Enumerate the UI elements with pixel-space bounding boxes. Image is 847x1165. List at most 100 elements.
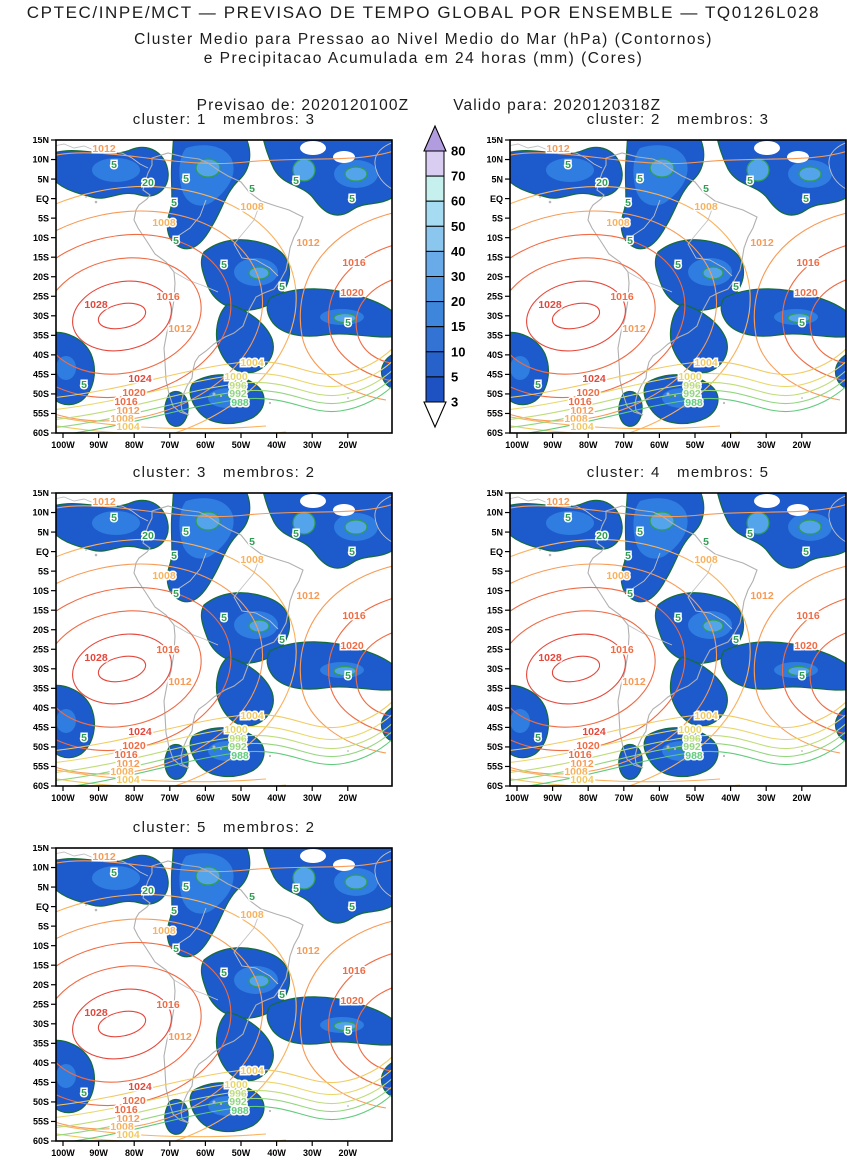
lon-tick-label: 50W — [232, 793, 251, 803]
precipitation-colorbar: 80 70 60 50 40 30 20 15 10 5 3 — [423, 124, 465, 429]
lon-tick-label: 40W — [267, 1148, 286, 1158]
contour-label: 1012 — [168, 323, 192, 335]
lat-tick-label: 40S — [487, 350, 503, 360]
lon-tick-label: 80W — [125, 793, 144, 803]
lat-tick-label: 25S — [487, 644, 503, 654]
contour-label: 5 — [173, 235, 179, 247]
panel-title-3: cluster: 3 membros: 2 — [132, 464, 316, 481]
lat-tick-label: 50S — [33, 1097, 49, 1107]
contour-label: 5 — [625, 550, 631, 562]
lon-tick-label: 60W — [650, 440, 669, 450]
contour-label: 1028 — [538, 652, 562, 664]
contour-label: 1008 — [110, 766, 134, 778]
contour-label: 5 — [293, 175, 299, 187]
contour-label: 5 — [627, 588, 633, 600]
contour-label: 5 — [183, 881, 189, 893]
contour-label: 1012 — [92, 851, 116, 863]
contour-label: 1024 — [128, 726, 152, 738]
contour-label: 5 — [803, 546, 809, 558]
colorbar-level-label: 70 — [451, 169, 465, 184]
lat-tick-label: 15N — [486, 490, 503, 498]
lon-tick-label: 40W — [267, 440, 286, 450]
lon-tick-label: 70W — [161, 440, 180, 450]
contour-label: 5 — [183, 173, 189, 185]
contour-label: 5 — [535, 379, 541, 391]
lat-tick-label: 40S — [487, 703, 503, 713]
lat-tick-label: 50S — [33, 742, 49, 752]
lon-tick-label: 50W — [232, 440, 251, 450]
lon-tick-label: 30W — [757, 793, 776, 803]
contour-label: 5 — [349, 193, 355, 205]
lon-tick-label: 20W — [339, 440, 358, 450]
lat-tick-label: EQ — [36, 194, 49, 204]
lat-tick-label: 5N — [37, 174, 49, 184]
contour-label: 996 — [683, 733, 701, 745]
lon-tick-label: 30W — [303, 1148, 322, 1158]
contour-label: 5 — [293, 528, 299, 540]
contour-label: 5 — [675, 259, 681, 271]
contour-label: 20 — [142, 177, 154, 189]
contour-label: 1016 — [342, 610, 366, 622]
contour-label: 1004 — [240, 357, 264, 369]
panel-title-2: cluster: 2 membros: 3 — [586, 111, 770, 128]
contour-label: 1016 — [114, 396, 138, 408]
contour-label: 1016 — [796, 257, 820, 269]
lon-tick-label: 80W — [579, 793, 598, 803]
lat-tick-label: 10S — [33, 586, 49, 596]
cluster-panel-3: cluster: 3 membros: 2 1012 5 20 5 5 5 5 5 1008 10… — [16, 464, 398, 803]
contour-label: 1012 — [296, 590, 320, 602]
lon-tick-label: 20W — [339, 793, 358, 803]
contour-label: 1020 — [340, 995, 364, 1007]
contour-label: 5 — [803, 193, 809, 205]
contour-label: 5 — [249, 536, 255, 548]
south-america-coastline — [133, 152, 304, 416]
lat-tick-label: 5N — [37, 527, 49, 537]
lon-tick-label: 50W — [686, 440, 705, 450]
lat-tick-label: 45S — [33, 370, 49, 380]
lat-tick-label: 60S — [33, 781, 49, 791]
lon-tick-label: 70W — [161, 793, 180, 803]
contour-label: 996 — [229, 380, 247, 392]
contour-label: 1020 — [122, 387, 146, 399]
lon-tick-label: 60W — [650, 793, 669, 803]
contour-label: 1012 — [296, 237, 320, 249]
contour-label: 5 — [637, 173, 643, 185]
contour-label: 1004 — [116, 1129, 140, 1141]
lon-tick-label: 100W — [51, 1148, 75, 1158]
lat-tick-label: 30S — [487, 311, 503, 321]
contour-label: 1016 — [156, 644, 180, 656]
contour-label: 1008 — [240, 201, 264, 213]
lon-tick-label: 20W — [339, 1148, 358, 1158]
contour-label: 5 — [703, 536, 709, 548]
contour-label: 1012 — [116, 758, 140, 770]
contour-label: 988 — [231, 750, 249, 762]
contour-label: 1012 — [570, 758, 594, 770]
lat-tick-label: 20S — [33, 625, 49, 635]
lon-tick-label: 70W — [615, 440, 634, 450]
colorbar-segment — [425, 351, 445, 378]
contour-label: 1000 — [224, 724, 248, 736]
lat-tick-label: 40S — [33, 1058, 49, 1068]
contour-label: 1028 — [84, 652, 108, 664]
lat-tick-label: 25S — [33, 291, 49, 301]
contour-label: 1004 — [694, 710, 718, 722]
lat-tick-label: 55S — [487, 409, 503, 419]
contour-label: 1024 — [582, 373, 606, 385]
contour-label: 1012 — [570, 405, 594, 417]
contour-label: 5 — [799, 317, 805, 329]
contour-label: 1008 — [152, 570, 176, 582]
contour-label: 1012 — [546, 496, 570, 508]
lat-tick-label: 15S — [33, 960, 49, 970]
lat-tick-label: 5S — [38, 213, 49, 223]
contour-label: 1016 — [114, 1104, 138, 1116]
lat-tick-label: 5N — [491, 174, 503, 184]
lat-tick-label: 10N — [486, 155, 503, 165]
panel-title-1: cluster: 1 membros: 3 — [132, 111, 316, 128]
lat-tick-label: 5S — [492, 566, 503, 576]
contour-label: 5 — [349, 546, 355, 558]
lon-tick-label: 90W — [89, 440, 108, 450]
forecast-init-time: Previsao de: 2020120100Z — [196, 97, 410, 114]
colorbar-segment — [425, 150, 445, 177]
